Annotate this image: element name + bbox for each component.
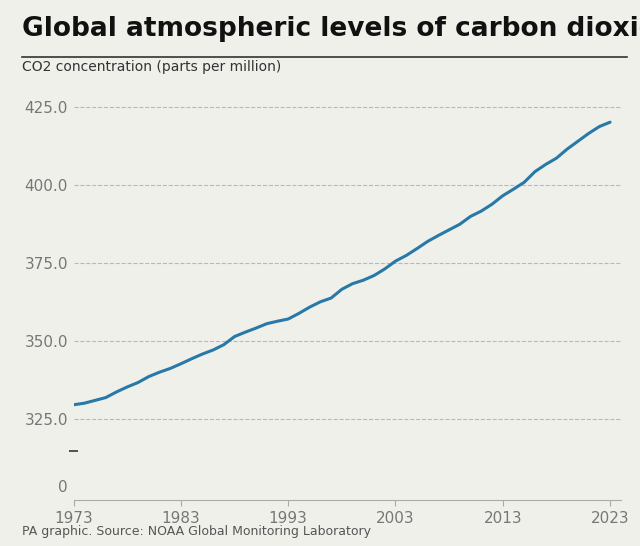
Text: CO2 concentration (parts per million): CO2 concentration (parts per million) (22, 60, 282, 74)
Text: Global atmospheric levels of carbon dioxide: Global atmospheric levels of carbon diox… (22, 16, 640, 43)
Text: PA graphic. Source: NOAA Global Monitoring Laboratory: PA graphic. Source: NOAA Global Monitori… (22, 525, 371, 538)
